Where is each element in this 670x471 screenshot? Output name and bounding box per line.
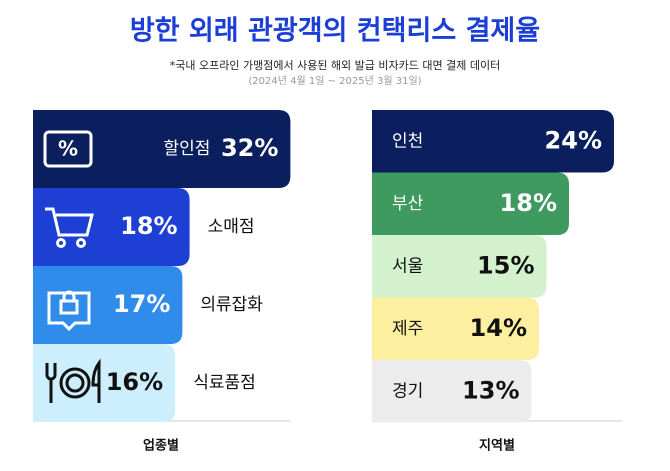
icon-part bbox=[76, 238, 86, 248]
category-label: 할인점 bbox=[163, 139, 210, 159]
x-axis-label: 지역별 bbox=[479, 438, 515, 454]
note: *국내 오프라인 가맹점에서 사용된 해외 발급 비자카드 대면 결제 데이터 bbox=[170, 58, 500, 72]
bar bbox=[33, 266, 183, 344]
icon-part bbox=[45, 207, 94, 237]
bar bbox=[33, 110, 291, 188]
value-label: 18% bbox=[120, 212, 177, 240]
title: 방한 외래 관광객의 컨택리스 결제율 bbox=[130, 16, 540, 47]
category-label: 부산 bbox=[392, 194, 424, 214]
icon-part bbox=[56, 238, 66, 248]
icon-part bbox=[47, 291, 91, 332]
icon-part bbox=[45, 363, 57, 403]
category-label: 서울 bbox=[392, 256, 423, 276]
bar bbox=[372, 172, 569, 235]
x-axis-label: 업종별 bbox=[143, 438, 179, 454]
bar bbox=[372, 297, 539, 360]
category-label: 의류잡화 bbox=[200, 295, 263, 315]
icon: % bbox=[43, 130, 93, 168]
value-label: 17% bbox=[113, 290, 170, 318]
value-label: 14% bbox=[470, 314, 527, 342]
category-label: 인천 bbox=[392, 131, 423, 151]
bar bbox=[372, 110, 614, 173]
value-label: 18% bbox=[500, 189, 557, 217]
value-label: 32% bbox=[221, 134, 278, 162]
category-label: 소매점 bbox=[208, 217, 255, 237]
icon-part bbox=[59, 290, 79, 315]
icon-part bbox=[91, 358, 101, 403]
value-label: 16% bbox=[106, 368, 163, 396]
icon-part bbox=[65, 373, 85, 393]
bar bbox=[372, 235, 547, 298]
category-label: 제주 bbox=[392, 319, 423, 339]
category-label: 경기 bbox=[392, 381, 423, 401]
icon bbox=[45, 358, 101, 403]
icon bbox=[47, 290, 91, 332]
category-label: 식료품점 bbox=[193, 373, 256, 393]
period: (2024년 4월 1일 ~ 2025년 3월 31일) bbox=[248, 75, 421, 87]
icon-part bbox=[59, 367, 91, 399]
value-label: 24% bbox=[545, 126, 602, 154]
icon-part bbox=[43, 130, 93, 168]
value-label: 15% bbox=[477, 251, 534, 279]
value-label: 13% bbox=[462, 376, 519, 404]
icon bbox=[45, 207, 94, 248]
bar bbox=[33, 188, 190, 266]
bar bbox=[372, 360, 532, 423]
icon-part: % bbox=[58, 137, 78, 161]
bar bbox=[33, 344, 176, 422]
